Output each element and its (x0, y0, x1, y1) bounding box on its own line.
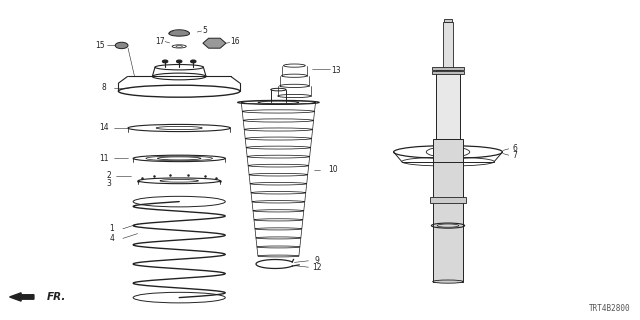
Text: 4: 4 (109, 234, 115, 243)
Bar (432, 71, 464, 74)
Circle shape (163, 60, 168, 63)
Text: 17: 17 (155, 37, 165, 46)
Bar (436, 70, 460, 139)
Text: 13: 13 (331, 66, 341, 75)
Circle shape (177, 60, 182, 63)
Ellipse shape (169, 31, 189, 36)
Text: 6: 6 (513, 144, 518, 153)
Circle shape (115, 42, 128, 49)
Bar (444, 19, 452, 22)
Text: 15: 15 (95, 41, 106, 50)
Text: 2: 2 (106, 171, 111, 180)
Bar (443, 22, 453, 70)
Text: FR.: FR. (47, 292, 66, 302)
Text: 8: 8 (102, 84, 107, 92)
FancyArrow shape (10, 293, 34, 301)
Text: 11: 11 (100, 154, 109, 163)
Text: 3: 3 (106, 180, 111, 188)
Text: 12: 12 (312, 263, 321, 272)
Bar (433, 139, 463, 282)
Text: 10: 10 (328, 165, 338, 174)
Bar (430, 197, 466, 203)
Text: 16: 16 (230, 37, 240, 46)
Circle shape (191, 60, 196, 63)
Text: 9: 9 (314, 256, 319, 265)
Bar (432, 67, 464, 70)
Ellipse shape (433, 280, 463, 283)
Text: TRT4B2800: TRT4B2800 (589, 304, 630, 313)
Text: 5: 5 (202, 26, 207, 35)
Text: 1: 1 (109, 224, 115, 233)
Text: 14: 14 (99, 124, 109, 132)
Text: 7: 7 (513, 151, 518, 160)
